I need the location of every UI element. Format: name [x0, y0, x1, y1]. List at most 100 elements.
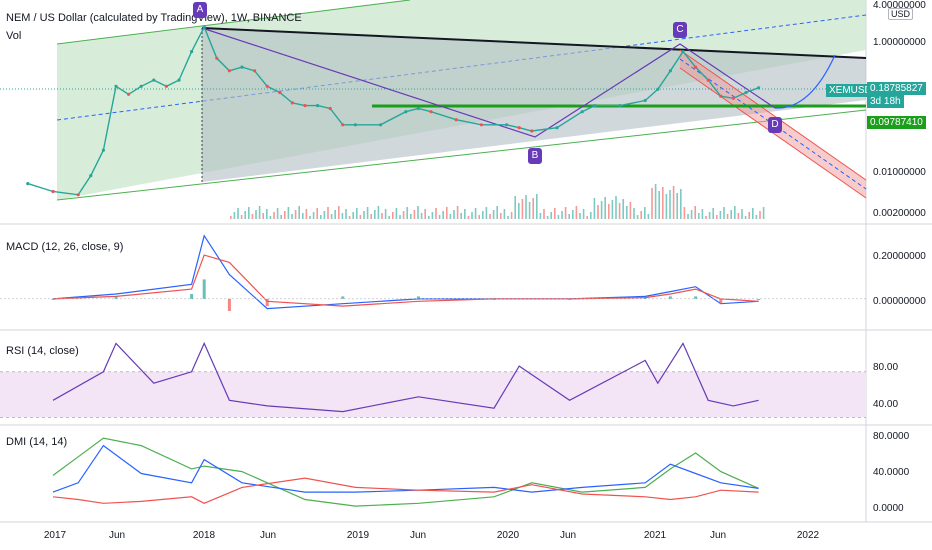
volume-bar: [244, 211, 246, 219]
price-point: [555, 126, 559, 130]
symbol-tag: XEMUSD: [826, 84, 875, 97]
price-point: [416, 106, 420, 111]
volume-bar: [474, 208, 477, 219]
price-point: [139, 84, 143, 88]
volume-bar: [510, 212, 513, 219]
minus-di-line: [52, 477, 759, 504]
volume-bar: [597, 205, 599, 219]
volume-bar: [708, 212, 711, 219]
volume-bar: [280, 215, 282, 219]
volume-bar: [316, 208, 318, 219]
volume-bar: [352, 212, 354, 219]
volume-bar: [442, 211, 444, 219]
volume-bar: [582, 209, 585, 219]
macd-histogram-bar: [416, 296, 420, 299]
price-point: [479, 123, 483, 127]
price-point: [744, 90, 748, 95]
price-point: [454, 118, 458, 122]
volume-bar: [528, 202, 531, 219]
countdown-tag: 3d 18h: [867, 95, 904, 108]
volume-bar: [737, 213, 740, 219]
price-point: [706, 78, 710, 82]
volume-bar: [338, 206, 340, 219]
dmi-axis-label-2: 40.0000: [873, 467, 910, 478]
volume-bar: [381, 213, 383, 219]
volume-bar: [363, 211, 365, 219]
price-point: [51, 189, 55, 194]
channel-upper-line: [56, 0, 411, 45]
macd-histogram-bar: [227, 298, 231, 311]
volume-bar: [251, 214, 254, 219]
volume-bar: [676, 193, 678, 219]
volume-bar: [489, 214, 491, 219]
volume-bar: [312, 212, 315, 219]
macd-histogram-bar: [568, 298, 572, 300]
point-c-label: C: [673, 22, 687, 38]
volume-bar: [370, 214, 372, 219]
price-point: [404, 110, 408, 114]
volume-bar: [399, 215, 401, 219]
volume-bar: [456, 206, 459, 219]
volume-bar: [654, 184, 657, 219]
volume-bar: [507, 216, 509, 219]
volume-bar: [705, 216, 707, 219]
rsi-line: [52, 341, 759, 413]
time-axis-label-8: Jun: [559, 530, 577, 541]
volume-bar: [262, 213, 264, 219]
time-axis-label-1: 2017: [43, 530, 67, 541]
price-point: [26, 182, 30, 186]
volume-bar: [669, 190, 671, 219]
volume-bar: [500, 213, 502, 219]
price-point: [593, 104, 597, 108]
volume-bar: [618, 203, 621, 219]
volume-bar: [550, 212, 552, 219]
volume-bar: [568, 214, 570, 219]
volume-bar: [424, 209, 426, 219]
price-point: [341, 123, 345, 127]
volume-bar: [284, 211, 286, 219]
volume-bar: [712, 208, 714, 219]
volume-bar: [593, 198, 596, 219]
price-point: [618, 104, 622, 108]
rsi-title: RSI (14, close): [6, 345, 79, 357]
macd-histogram-bar: [757, 298, 761, 300]
price-point: [290, 101, 294, 105]
volume-bar: [590, 212, 592, 219]
macd-histogram-bar: [114, 296, 118, 299]
price-point: [429, 110, 433, 114]
descending-channel-upper: [679, 49, 867, 181]
volume-bar: [690, 210, 693, 219]
dmi-title: DMI (14, 14): [6, 436, 68, 448]
volume-bar: [438, 215, 441, 219]
time-axis-label-3: 2018: [192, 530, 216, 541]
volume-bar: [680, 189, 682, 219]
volume-bar: [302, 213, 304, 219]
volume-bar: [561, 211, 563, 219]
volume-bar: [518, 203, 520, 219]
price-point: [240, 65, 244, 69]
macd-axis-label-1: 0.20000000: [873, 251, 926, 262]
point-b-label: B: [528, 148, 542, 164]
volume-bar: [417, 206, 419, 219]
macd-histogram-bar: [643, 297, 647, 299]
volume-bar: [305, 209, 308, 219]
volume-bar: [233, 212, 236, 219]
rsi-axis-label-2: 40.00: [873, 399, 899, 410]
macd-histogram-bar: [668, 296, 672, 299]
volume-bar: [759, 211, 761, 219]
price-point: [215, 56, 219, 60]
channel-lower-line: [56, 109, 867, 201]
currency-label[interactable]: USD: [888, 8, 914, 20]
volume-bar: [579, 213, 581, 219]
macd-histogram-bar: [190, 294, 194, 299]
volume-bar: [420, 213, 423, 219]
volume-bar: [611, 200, 614, 219]
volume-bar: [294, 210, 297, 219]
price-point: [265, 84, 269, 88]
price-point: [202, 25, 206, 29]
volume-bar: [320, 215, 322, 219]
macd-histogram-bar: [265, 298, 269, 307]
point-a-label: A: [193, 2, 207, 18]
price-point: [278, 90, 282, 95]
price-point: [89, 174, 93, 178]
